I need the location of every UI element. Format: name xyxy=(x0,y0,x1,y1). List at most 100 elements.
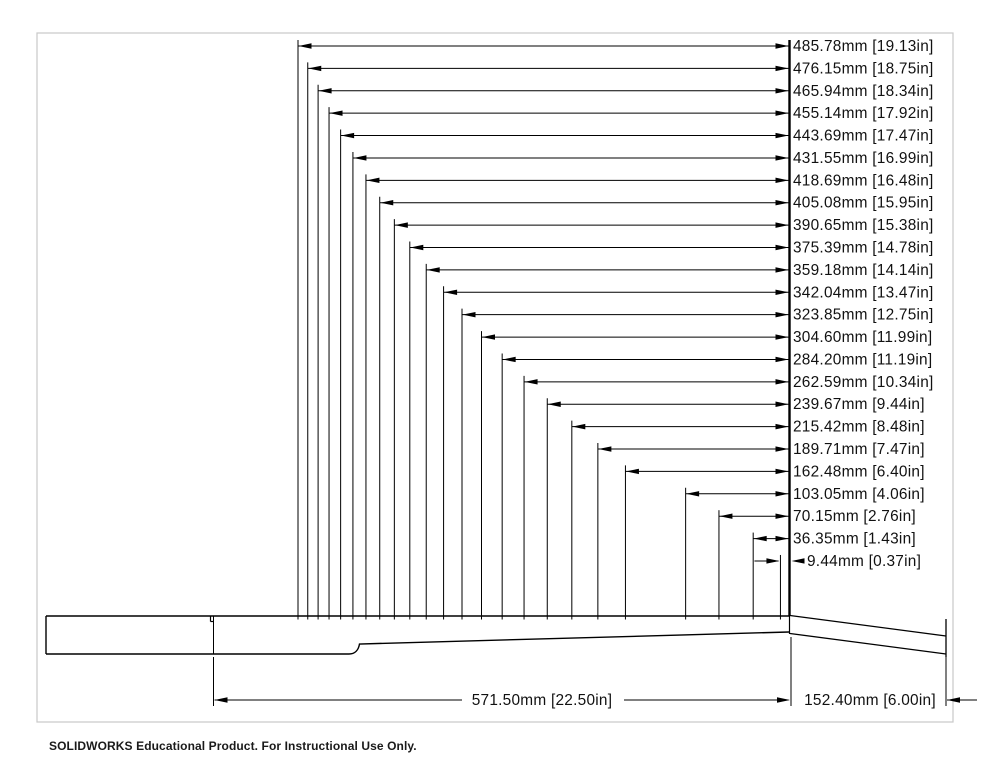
guitar-neck-profile xyxy=(45,40,947,657)
fret-dimension: 36.35mm [1.43in] xyxy=(752,531,916,620)
arrowhead xyxy=(775,88,789,94)
fret-dimension: 390.65mm [15.38in] xyxy=(393,217,934,620)
arrowhead xyxy=(394,222,408,228)
dimension-label: 443.69mm [17.47in] xyxy=(793,128,934,145)
fret-dimension: 485.78mm [19.13in] xyxy=(297,38,934,620)
dimension-label: 359.18mm [14.14in] xyxy=(793,262,934,279)
arrowhead xyxy=(775,401,789,407)
fret-dimension: 215.42mm [8.48in] xyxy=(571,419,925,620)
dimension-label: 342.04mm [13.47in] xyxy=(793,284,934,301)
arrowhead xyxy=(625,468,639,475)
dimension-label: 36.35mm [1.43in] xyxy=(793,531,916,548)
arrowhead xyxy=(298,43,312,49)
arrowhead xyxy=(775,177,789,184)
fret-dimension: 70.15mm [2.76in] xyxy=(718,508,916,620)
fret-dimension: 465.94mm [18.34in] xyxy=(317,83,934,620)
fret-dimensions: 485.78mm [19.13in] 476.15mm [18.75in] 465.… xyxy=(297,38,934,620)
arrowhead xyxy=(775,155,789,161)
arrowhead xyxy=(775,334,789,340)
dimension-label: 262.59mm [10.34in] xyxy=(793,374,934,391)
arrowhead xyxy=(775,65,789,72)
arrowhead xyxy=(341,132,355,139)
dimension-label: 431.55mm [16.99in] xyxy=(793,150,934,167)
dimension-label: 485.78mm [19.13in] xyxy=(793,38,934,55)
headstock-bottom-edge xyxy=(789,632,947,655)
arrowhead xyxy=(753,535,767,542)
arrowhead xyxy=(366,177,380,184)
dimension-label: 476.15mm [18.75in] xyxy=(793,60,934,77)
arrowhead xyxy=(775,356,789,363)
sheet-border xyxy=(36,32,954,723)
dimension-label: 239.67mm [9.44in] xyxy=(793,396,925,413)
overall-dimensions: 571.50mm [22.50in] 152.40mm [6.00in] xyxy=(213,637,977,709)
fret-dimension: 304.60mm [11.99in] xyxy=(481,329,932,620)
fret-dimension: 239.67mm [9.44in] xyxy=(546,396,925,620)
dimension-label: 9.44mm [0.37in] xyxy=(807,553,921,570)
arrowhead xyxy=(775,423,789,430)
dimension-label: 189.71mm [7.47in] xyxy=(793,441,925,458)
fret-dimension: 189.71mm [7.47in] xyxy=(597,441,925,620)
fret-dimension: 443.69mm [17.47in] xyxy=(340,128,934,620)
arrowhead xyxy=(410,244,424,251)
fret-dimension: 455.14mm [17.92in] xyxy=(328,105,934,620)
arrowhead xyxy=(308,65,322,72)
dimension-label: 162.48mm [6.40in] xyxy=(793,463,925,480)
arrowhead xyxy=(947,697,960,703)
arrowhead xyxy=(353,155,367,161)
arrowhead xyxy=(775,535,789,542)
arrowhead xyxy=(598,446,612,452)
arrowhead xyxy=(775,311,789,318)
arrowhead xyxy=(719,513,733,519)
headstock-top-edge xyxy=(789,614,947,637)
dimension-label: 152.40mm [6.00in] xyxy=(804,692,936,709)
dimension-label: 284.20mm [11.19in] xyxy=(793,351,932,368)
arrowhead xyxy=(777,697,790,703)
fret-dimension: 418.69mm [16.48in] xyxy=(365,172,934,620)
arrowhead xyxy=(775,43,789,49)
fret-dimension: 342.04mm [13.47in] xyxy=(443,284,934,620)
dimension-label: 390.65mm [15.38in] xyxy=(793,217,934,234)
arrowhead xyxy=(426,267,440,273)
arrowhead xyxy=(775,513,789,519)
arrowhead xyxy=(775,132,789,139)
dimension-label: 323.85mm [12.75in] xyxy=(793,307,934,324)
fret-dimension: 405.08mm [15.95in] xyxy=(379,195,934,620)
dimension-label: 304.60mm [11.99in] xyxy=(793,329,932,346)
fret-dimension: 162.48mm [6.40in] xyxy=(624,463,925,620)
arrowhead xyxy=(775,379,789,385)
dimension-label: 375.39mm [14.78in] xyxy=(793,240,934,257)
dimension-label: 571.50mm [22.50in] xyxy=(472,692,613,709)
fret-dimension: 476.15mm [18.75in] xyxy=(307,60,934,620)
arrowhead xyxy=(572,423,586,430)
footer-note: SOLIDWORKS Educational Product. For Inst… xyxy=(49,739,417,753)
arrowhead xyxy=(482,334,496,340)
arrowhead xyxy=(775,244,789,251)
arrowhead xyxy=(524,379,538,385)
dimension-label: 215.42mm [8.48in] xyxy=(793,419,925,436)
arrowhead xyxy=(775,289,789,295)
arrowhead xyxy=(791,558,805,564)
arrowhead xyxy=(775,200,789,206)
arrowhead xyxy=(444,289,458,295)
dimension-label: 70.15mm [2.76in] xyxy=(793,508,916,525)
fret-dimension: 323.85mm [12.75in] xyxy=(461,307,934,620)
arrowhead xyxy=(775,222,789,228)
dimension-label: 455.14mm [17.92in] xyxy=(793,105,934,122)
arrowhead xyxy=(766,558,780,564)
dimension-label: 418.69mm [16.48in] xyxy=(793,172,934,189)
arrowhead xyxy=(214,697,228,703)
neck-back-edge xyxy=(46,631,790,655)
arrowhead xyxy=(775,110,789,116)
arrowhead xyxy=(775,446,789,452)
arrowhead xyxy=(775,267,789,273)
arrowhead xyxy=(686,491,700,497)
dimension-label: 465.94mm [18.34in] xyxy=(793,83,934,100)
fret-dimension: 103.05mm [4.06in] xyxy=(685,486,924,620)
arrowhead xyxy=(775,468,789,475)
fret-dimension: 431.55mm [16.99in] xyxy=(352,150,934,620)
fret-dimension: 284.20mm [11.19in] xyxy=(501,351,932,620)
arrowhead xyxy=(380,200,394,206)
dimension-label: 405.08mm [15.95in] xyxy=(793,195,934,212)
fret-dimension: 262.59mm [10.34in] xyxy=(523,374,934,620)
